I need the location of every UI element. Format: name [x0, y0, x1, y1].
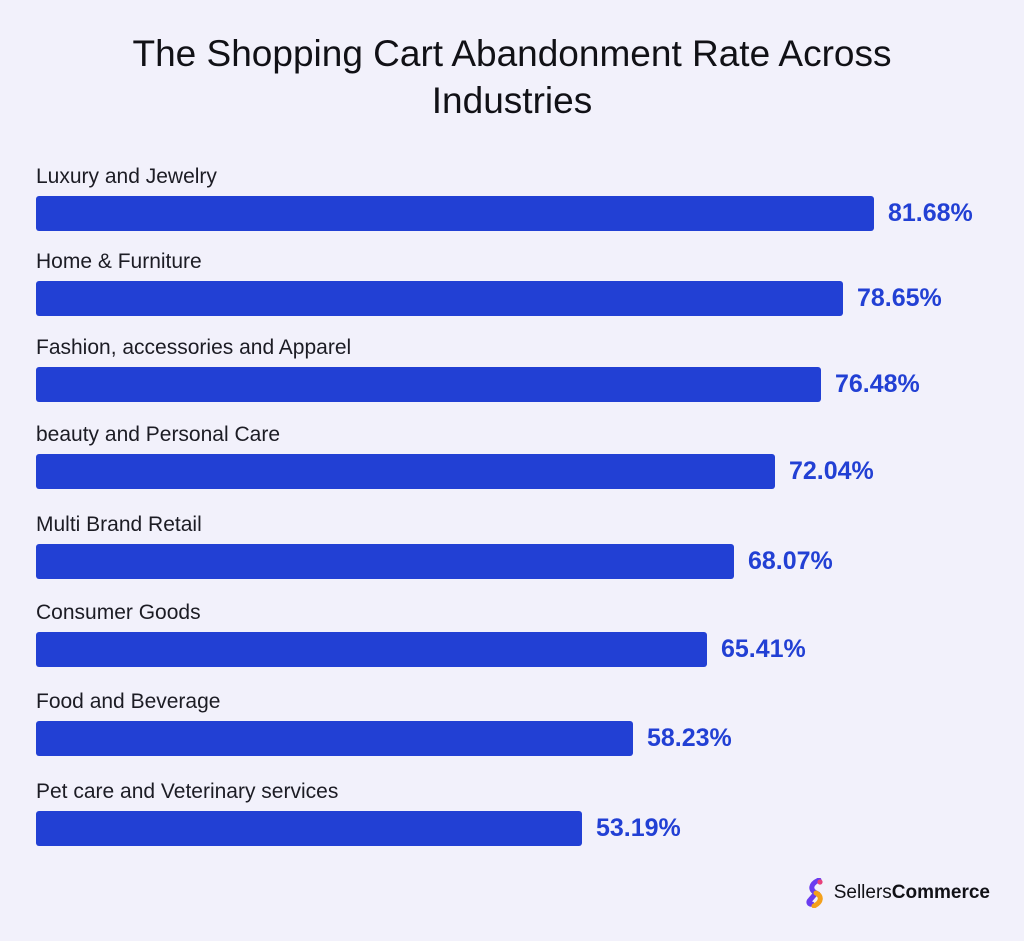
category-label: Fashion, accessories and Apparel	[36, 336, 352, 359]
category-label: Home & Furniture	[36, 250, 202, 273]
sellerscommerce-logo-icon	[806, 878, 823, 908]
bar	[36, 196, 874, 231]
brand-name: SellersCommerce	[834, 882, 990, 904]
category-label: Food and Beverage	[36, 690, 221, 713]
value-label: 53.19%	[596, 814, 681, 842]
brand-name-part2: Commerce	[891, 882, 990, 903]
value-label: 78.65%	[857, 284, 942, 312]
category-label: Consumer Goods	[36, 601, 201, 624]
value-label: 68.07%	[748, 547, 833, 575]
bar	[36, 454, 775, 489]
brand-logo: SellersCommerce	[804, 878, 990, 908]
value-label: 58.23%	[647, 724, 732, 752]
value-label: 72.04%	[789, 457, 874, 485]
bar	[36, 281, 843, 316]
value-label: 76.48%	[835, 370, 920, 398]
category-label: Pet care and Veterinary services	[36, 780, 339, 803]
brand-name-part1: Sellers	[833, 882, 892, 903]
chart-title: The Shopping Cart Abandonment Rate Acros…	[0, 30, 1024, 124]
category-label: beauty and Personal Care	[36, 423, 280, 446]
bar	[36, 544, 734, 579]
chart-title-line2: Industries	[431, 80, 593, 121]
value-label: 65.41%	[721, 635, 806, 663]
bar	[36, 811, 582, 846]
bar	[36, 632, 707, 667]
chart-title-line1: The Shopping Cart Abandonment Rate Acros…	[132, 33, 892, 74]
bar	[36, 721, 633, 756]
category-label: Luxury and Jewelry	[36, 165, 217, 188]
bar	[36, 367, 821, 402]
category-label: Multi Brand Retail	[36, 513, 202, 536]
value-label: 81.68%	[888, 199, 973, 227]
